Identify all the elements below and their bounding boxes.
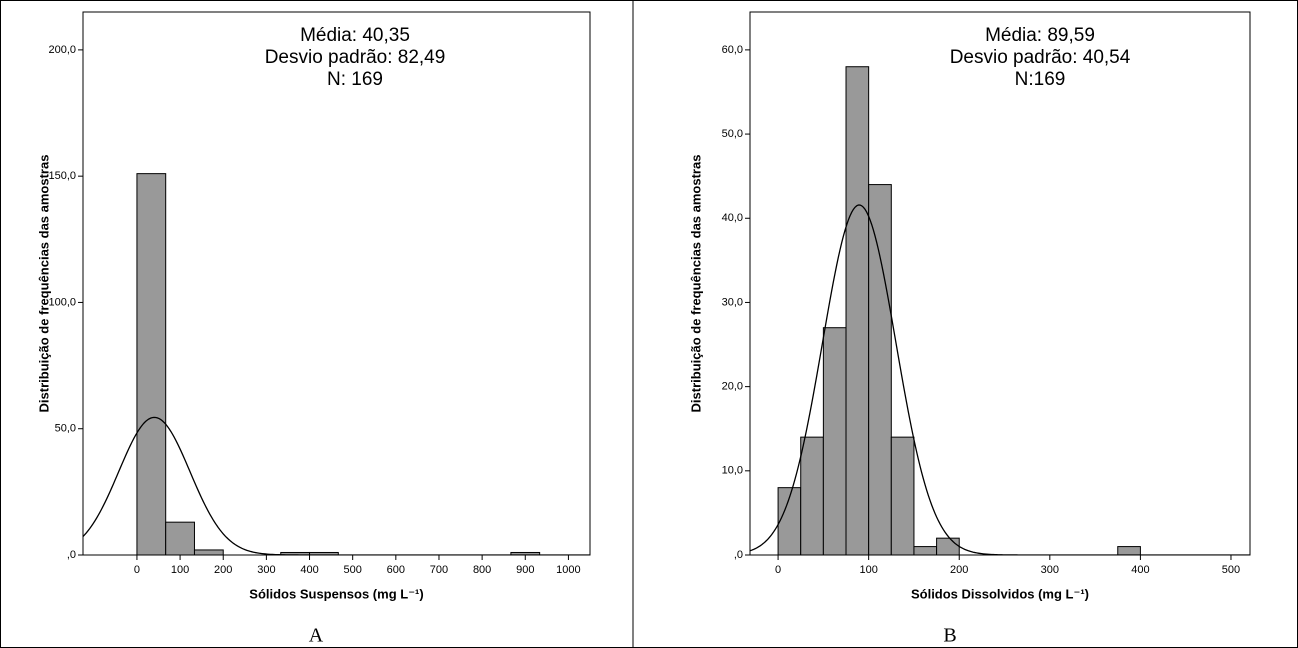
- x-tick-label: 0: [134, 564, 140, 576]
- y-tick-label: ,0: [734, 549, 743, 561]
- bar: [1117, 546, 1141, 556]
- x-tick-label: 600: [387, 564, 405, 576]
- x-tick-label: 400: [1131, 564, 1149, 576]
- bar: [193, 549, 224, 556]
- x-tick-label: 200: [214, 564, 232, 576]
- annotation: N:169: [1015, 69, 1066, 90]
- normal-curve: [83, 416, 590, 555]
- x-tick-label: 100: [859, 564, 877, 576]
- y-tick-label: 40,0: [722, 212, 743, 224]
- y-tick-label: 200,0: [48, 44, 76, 56]
- y-tick-label: 30,0: [722, 296, 743, 308]
- x-tick-label: 300: [1041, 564, 1059, 576]
- panel-label: B: [943, 625, 956, 647]
- y-axis-title: Distribuição de frequências das amostras: [688, 155, 703, 413]
- y-tick-label: 60,0: [722, 44, 743, 56]
- y-tick-label: 10,0: [722, 465, 743, 477]
- x-tick-label: 700: [430, 564, 448, 576]
- x-tick-label: 800: [473, 564, 491, 576]
- x-tick-label: 200: [950, 564, 968, 576]
- bar: [845, 66, 870, 556]
- panel-label: A: [309, 625, 324, 647]
- x-tick-label: 900: [516, 564, 534, 576]
- y-axis-title: Distribuição de frequências das amostras: [36, 155, 51, 413]
- x-axis-title: Sólidos Dissolvidos (mg L⁻¹): [911, 586, 1089, 601]
- y-tick-label: 50,0: [722, 128, 743, 140]
- y-tick-label: 150,0: [48, 170, 76, 182]
- x-tick-label: 1000: [556, 564, 580, 576]
- bar: [890, 436, 915, 556]
- annotation: Média: 89,59: [985, 25, 1095, 46]
- annotation: Desvio padrão: 40,54: [950, 47, 1131, 68]
- bar: [913, 546, 938, 556]
- x-tick-label: 500: [344, 564, 362, 576]
- x-tick-label: 400: [300, 564, 318, 576]
- annotation: Desvio padrão: 82,49: [265, 47, 446, 68]
- x-tick-label: 0: [775, 564, 781, 576]
- bar: [868, 184, 892, 556]
- annotation: Média: 40,35: [300, 25, 410, 46]
- x-axis-title: Sólidos Suspensos (mg L⁻¹): [249, 586, 423, 601]
- bar: [136, 173, 167, 556]
- x-tick-label: 500: [1222, 564, 1240, 576]
- annotation: N: 169: [327, 69, 383, 90]
- x-tick-label: 100: [171, 564, 189, 576]
- x-tick-label: 300: [257, 564, 275, 576]
- plot-frame: [82, 11, 591, 556]
- bar: [800, 436, 824, 556]
- bar: [165, 521, 195, 556]
- y-tick-label: 100,0: [48, 296, 76, 308]
- y-tick-label: 50,0: [55, 423, 76, 435]
- normal-curve: [750, 204, 1250, 555]
- bar: [822, 327, 847, 556]
- y-tick-label: ,0: [67, 549, 76, 561]
- bar: [936, 537, 960, 556]
- y-tick-label: 20,0: [722, 381, 743, 393]
